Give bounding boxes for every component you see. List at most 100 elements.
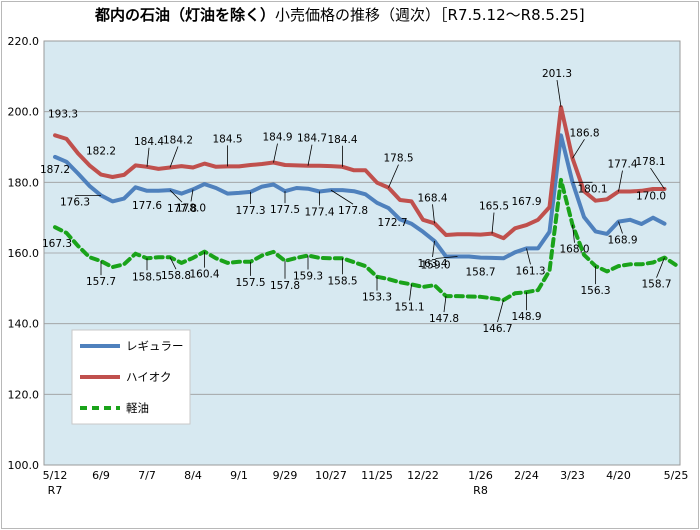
data-point [399,199,402,202]
data-label: 161.3 [515,265,545,277]
leader-line [618,221,623,234]
data-point [445,234,448,237]
data-label: 177.6 [132,200,162,212]
data-label: 148.9 [511,311,541,323]
data-point [606,270,609,273]
data-point [111,200,114,203]
data-label: 177.4 [607,159,637,171]
data-point [157,168,160,171]
leader-line [273,143,278,163]
data-point [479,256,482,259]
data-point [548,230,551,233]
data-label: 167.9 [511,196,541,208]
leader-line [169,146,179,168]
data-point [238,192,241,195]
data-point [123,197,126,200]
data-point [640,223,643,226]
data-point [88,164,91,167]
chart-title-rest: 小売価格の推移（週次）［R7.5.12～R8.5.25] [275,6,585,24]
data-point [157,256,160,259]
data-point [318,257,321,260]
data-label: 177.8 [167,203,197,215]
data-label: 186.8 [569,127,599,139]
data-point [629,190,632,193]
leader-line [497,299,504,323]
data-label: 178.1 [635,156,665,168]
data-point [422,286,425,289]
data-point [261,163,264,166]
data-label: 151.1 [394,301,424,313]
data-label: 167.3 [42,238,72,250]
data-label: 193.3 [48,108,78,120]
data-point [134,164,137,167]
data-point [226,261,229,264]
data-point [629,218,632,221]
data-point [456,233,459,236]
data-point [422,218,425,221]
leader-line [307,144,313,166]
series-line-2 [53,105,667,241]
data-label: 178.0 [176,202,206,214]
data-label: 158.7 [465,267,495,279]
data-point [479,233,482,236]
data-point [560,178,563,181]
data-label: 184.9 [262,132,292,144]
data-point [215,187,218,190]
leader-line [169,189,183,203]
x-year-label: R8 [473,484,488,497]
x-tick-label: 10/27 [315,469,347,482]
axis-layer: 100.0 120.0 140.0 160.0 180.0 200.0 220.0 5/12 6… [8,35,689,497]
data-point [284,164,287,167]
data-label: 184.4 [327,134,357,146]
data-point [514,227,517,230]
x-tick-label: 9/1 [230,469,248,482]
data-label: 146.7 [482,323,512,335]
data-label: 158.7 [641,279,671,291]
data-label: 177.4 [304,207,334,219]
data-label: 153.3 [362,292,392,304]
leader-line [572,139,585,159]
data-point [364,169,367,172]
data-point [249,164,252,167]
data-point [295,257,298,260]
data-point [502,237,505,240]
data-label: 158.8 [161,270,191,282]
data-label: 177.8 [338,205,368,217]
data-label: 147.8 [429,313,459,325]
data-point [65,160,68,163]
data-label: 160.4 [189,269,219,281]
data-label: 165.5 [479,201,509,213]
data-point [111,266,114,269]
leader-line [146,147,150,167]
data-point [261,254,264,257]
x-tick-label: 8/4 [184,469,202,482]
data-label: 172.7 [377,217,407,229]
data-label: 182.2 [86,146,116,158]
data-point [77,172,80,175]
data-point [468,255,471,258]
data-point [502,257,505,260]
data-point [146,189,149,192]
data-label: 159.0 [420,260,450,272]
data-point [491,257,494,260]
data-point [387,207,390,210]
x-tick-label: 4/20 [606,469,631,482]
data-point [215,257,218,260]
data-label: 177.5 [270,204,300,216]
data-point [387,278,390,281]
data-label: 157.5 [235,277,265,289]
data-point [88,184,91,187]
data-point [54,134,57,137]
data-point [261,185,264,188]
y-tick-label: 180.0 [8,176,40,189]
y-tick-label: 220.0 [8,35,40,48]
series-line-1 [53,133,667,261]
x-tick-label: 3/23 [560,469,585,482]
legend-label: 軽油 [126,401,149,415]
data-label: 159.3 [293,270,323,282]
leader-line [650,167,665,190]
x-tick-label: 11/25 [361,469,393,482]
data-point [123,263,126,266]
leader-line [432,204,435,224]
legend-label: レギュラー [126,339,184,353]
